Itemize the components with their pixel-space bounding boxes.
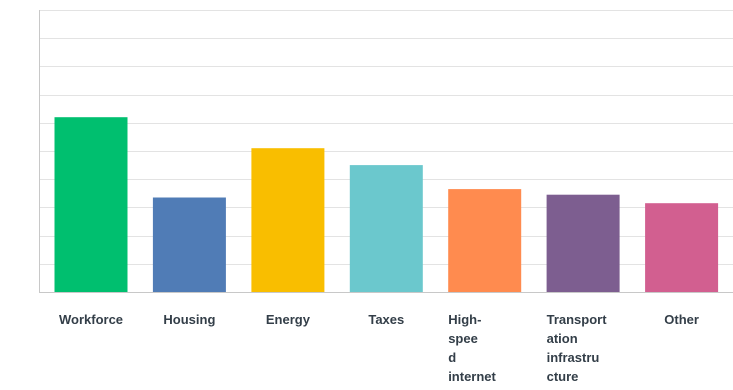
bar-other	[645, 203, 719, 292]
x-tick-label: Transport ation infrastru cture	[547, 312, 608, 384]
bar-transportation-infrastructure	[546, 194, 620, 292]
x-tick-label: Taxes	[368, 312, 404, 327]
bar-high-speed-internet	[448, 189, 522, 292]
bar-workforce	[54, 117, 128, 292]
x-tick-label: Other	[664, 312, 699, 327]
x-tick-label: High-spee d internet	[448, 312, 496, 384]
bar-housing	[152, 197, 226, 292]
bar-taxes	[349, 165, 423, 292]
x-tick-label: Housing	[163, 312, 215, 327]
x-tick-label: Energy	[266, 312, 311, 327]
bars	[54, 117, 719, 292]
axes	[39, 10, 733, 293]
x-tick-label: Workforce	[59, 312, 123, 327]
category-labels: Workforce Housing Energy Taxes High-spee d int…	[59, 312, 699, 384]
bar-energy	[251, 148, 325, 292]
